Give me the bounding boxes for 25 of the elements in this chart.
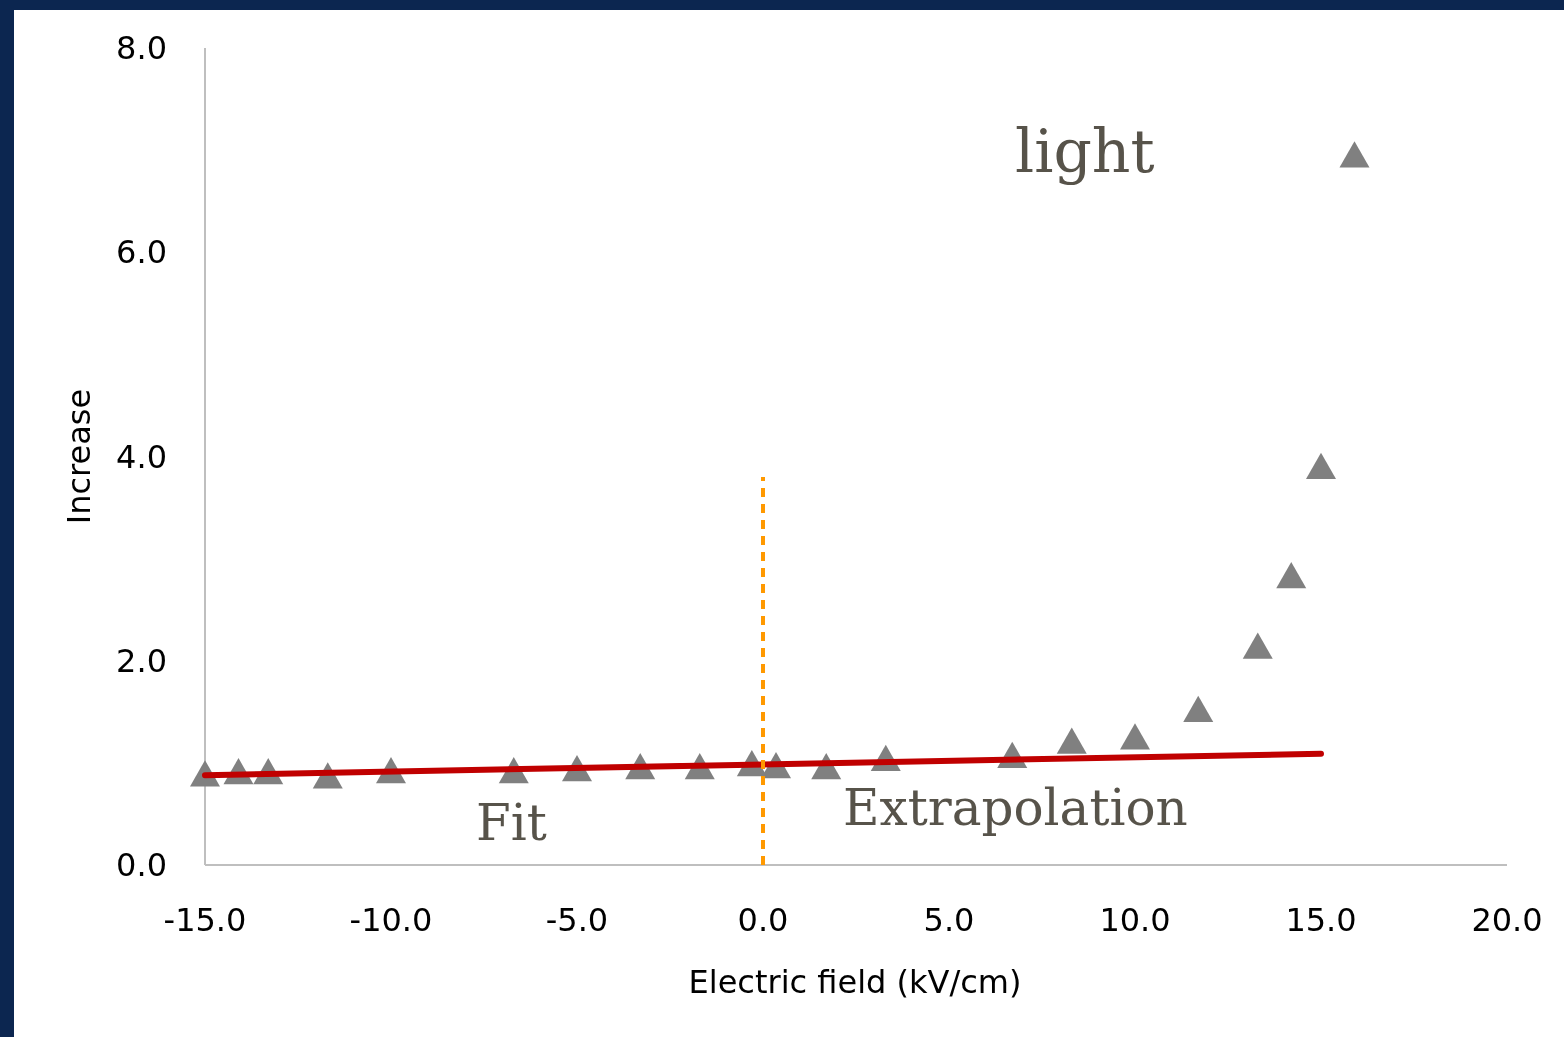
point bbox=[1120, 723, 1150, 750]
point bbox=[1276, 562, 1307, 589]
y-axis-title: Increase bbox=[60, 388, 98, 525]
x-tick-label: -10.0 bbox=[349, 901, 433, 939]
annotation: light bbox=[1015, 116, 1155, 186]
x-tick-label: 20.0 bbox=[1471, 901, 1543, 939]
y-tick-label: 8.0 bbox=[116, 29, 167, 68]
y-tick-label: 2.0 bbox=[116, 641, 167, 680]
x-tick-label: 0.0 bbox=[737, 901, 789, 939]
point bbox=[1306, 452, 1336, 479]
x-tick-label: 5.0 bbox=[923, 901, 975, 939]
x-tick-label: 15.0 bbox=[1285, 901, 1357, 939]
point bbox=[1242, 632, 1273, 659]
annotation: Fit bbox=[476, 794, 547, 852]
x-tick-label: 10.0 bbox=[1099, 901, 1171, 939]
point bbox=[1056, 727, 1087, 754]
x-tick-label: -15.0 bbox=[163, 901, 247, 939]
x-tick-label: -5.0 bbox=[545, 901, 609, 939]
point bbox=[1339, 141, 1370, 168]
y-tick-label: 0.0 bbox=[116, 846, 167, 885]
point bbox=[1183, 695, 1214, 723]
x-axis-title: Electric field (kV/cm) bbox=[688, 963, 1022, 1001]
y-tick-label: 4.0 bbox=[116, 437, 167, 476]
annotation: Extrapolation bbox=[843, 779, 1188, 837]
y-tick-label: 6.0 bbox=[116, 233, 167, 272]
